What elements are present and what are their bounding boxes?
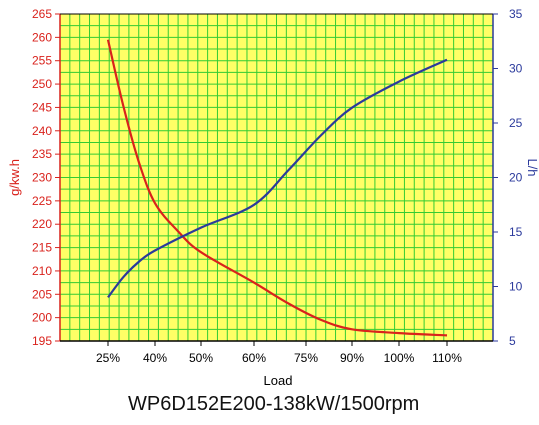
- y-left-tick-label: 265: [32, 7, 52, 21]
- series-line-left-axis: [106, 39, 448, 337]
- x-tick-label: 25%: [96, 351, 120, 365]
- x-axis-title: Load: [264, 373, 293, 388]
- x-tick-label: 110%: [432, 351, 462, 365]
- series-lines: [106, 39, 448, 337]
- tick-labels: 1952002052102152202252302352402452502552…: [32, 7, 523, 365]
- y-left-tick-label: 245: [32, 100, 52, 114]
- y-right-tick-label: 15: [509, 225, 523, 239]
- y-left-tick-label: 230: [32, 171, 52, 185]
- x-tick-label: 60%: [242, 351, 266, 365]
- axes: [55, 13, 498, 346]
- y-right-tick-label: 30: [509, 62, 523, 76]
- y-left-tick-label: 200: [32, 311, 52, 325]
- y-left-tick-label: 260: [32, 30, 52, 44]
- x-tick-label: 100%: [384, 351, 415, 365]
- y-left-tick-label: 240: [32, 124, 52, 138]
- y-axis-right-title: L/h: [525, 158, 539, 176]
- y-left-tick-label: 250: [32, 77, 52, 91]
- y-right-tick-label: 20: [509, 171, 523, 185]
- x-tick-label: 90%: [340, 351, 364, 365]
- y-left-tick-label: 215: [32, 241, 52, 255]
- y-left-tick-label: 210: [32, 264, 52, 278]
- y-left-tick-label: 225: [32, 194, 52, 208]
- y-left-tick-label: 235: [32, 147, 52, 161]
- y-right-tick-label: 25: [509, 116, 523, 130]
- y-axis-left-title: g/kw.h: [7, 159, 22, 196]
- series-line-right-axis: [107, 58, 448, 299]
- x-tick-label: 50%: [189, 351, 213, 365]
- y-right-tick-label: 10: [509, 280, 523, 294]
- y-left-tick-label: 195: [32, 334, 52, 348]
- y-left-tick-label: 220: [32, 217, 52, 231]
- y-right-tick-label: 35: [509, 7, 523, 21]
- y-left-tick-label: 255: [32, 54, 52, 68]
- x-tick-label: 75%: [294, 351, 318, 365]
- x-tick-label: 40%: [143, 351, 167, 365]
- y-right-tick-label: 5: [509, 334, 516, 348]
- y-left-tick-label: 205: [32, 287, 52, 301]
- model-caption: WP6D152E200-138kW/1500rpm: [128, 393, 420, 415]
- grid: [59, 13, 494, 342]
